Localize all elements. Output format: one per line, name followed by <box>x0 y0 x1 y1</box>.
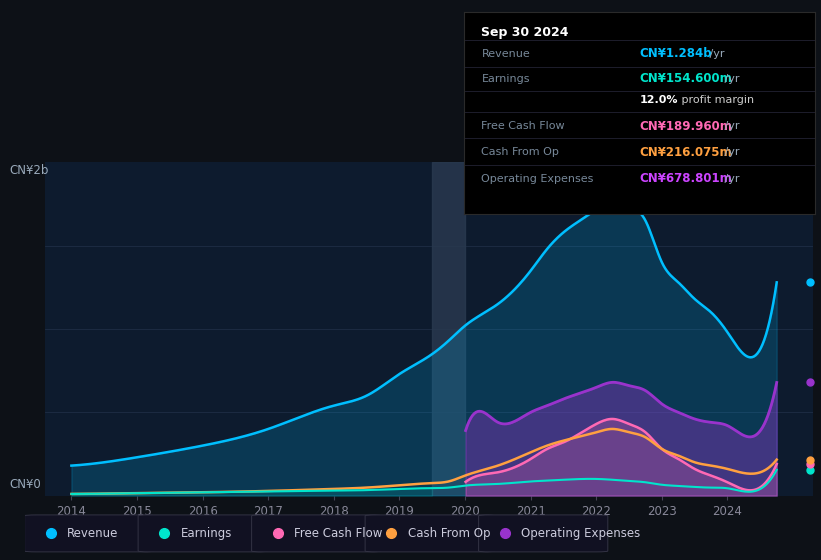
Text: CN¥216.075m: CN¥216.075m <box>640 146 732 159</box>
Text: CN¥189.960m: CN¥189.960m <box>640 120 732 133</box>
Text: Earnings: Earnings <box>181 527 232 540</box>
FancyBboxPatch shape <box>479 515 608 552</box>
Text: CN¥678.801m: CN¥678.801m <box>640 172 732 185</box>
FancyBboxPatch shape <box>365 515 494 552</box>
FancyBboxPatch shape <box>25 515 154 552</box>
Text: CN¥1.284b: CN¥1.284b <box>640 47 712 60</box>
Text: Cash From Op: Cash From Op <box>481 147 559 157</box>
Text: Free Cash Flow: Free Cash Flow <box>294 527 383 540</box>
Text: CN¥2b: CN¥2b <box>10 164 49 178</box>
Text: /yr: /yr <box>721 147 739 157</box>
Text: Operating Expenses: Operating Expenses <box>521 527 640 540</box>
Text: /yr: /yr <box>706 49 724 59</box>
Text: Revenue: Revenue <box>481 49 530 59</box>
Text: /yr: /yr <box>721 121 739 131</box>
Text: Earnings: Earnings <box>481 74 530 84</box>
Text: 12.0%: 12.0% <box>640 95 678 105</box>
Text: Operating Expenses: Operating Expenses <box>481 174 594 184</box>
Text: Revenue: Revenue <box>67 527 118 540</box>
Bar <box>432 162 465 496</box>
Text: Free Cash Flow: Free Cash Flow <box>481 121 565 131</box>
Text: CN¥154.600m: CN¥154.600m <box>640 72 732 85</box>
FancyBboxPatch shape <box>138 515 268 552</box>
Text: /yr: /yr <box>721 174 739 184</box>
Text: /yr: /yr <box>721 74 739 84</box>
Text: Sep 30 2024: Sep 30 2024 <box>481 26 569 39</box>
Text: Cash From Op: Cash From Op <box>408 527 490 540</box>
Text: profit margin: profit margin <box>678 95 754 105</box>
FancyBboxPatch shape <box>251 515 381 552</box>
Text: CN¥0: CN¥0 <box>10 478 42 491</box>
